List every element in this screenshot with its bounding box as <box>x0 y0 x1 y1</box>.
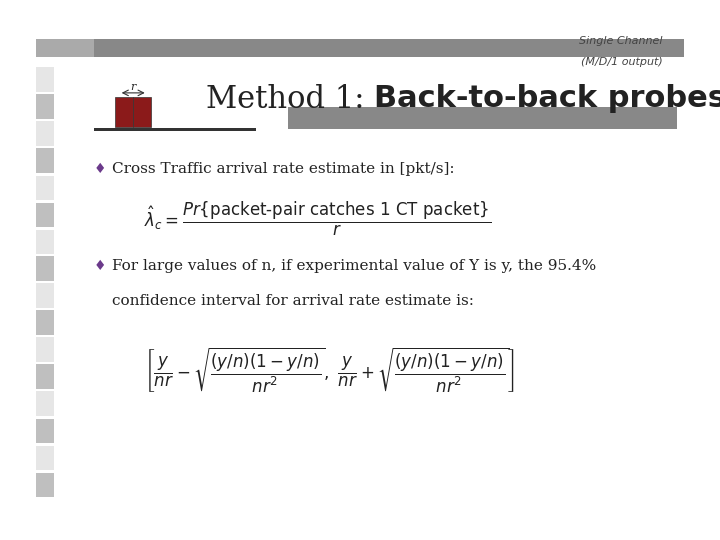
Text: $\left[\dfrac{y}{nr} - \sqrt{\dfrac{(y/n)(1-y/n)}{nr^2}},\ \dfrac{y}{nr} + \sqrt: $\left[\dfrac{y}{nr} - \sqrt{\dfrac{(y/n… <box>144 346 515 395</box>
Text: $\hat{\lambda}_c = \dfrac{Pr\{\mathrm{packet\text{-}pair\ catches\ 1\ CT\ packet: $\hat{\lambda}_c = \dfrac{Pr\{\mathrm{pa… <box>144 200 491 238</box>
Bar <box>36 148 54 173</box>
Bar <box>36 176 54 200</box>
Bar <box>133 97 151 127</box>
Text: ♦: ♦ <box>94 162 106 176</box>
Bar <box>36 256 54 281</box>
Bar <box>36 230 54 254</box>
Bar <box>36 122 54 146</box>
Bar <box>36 418 54 443</box>
Bar <box>36 446 54 470</box>
Bar <box>115 97 133 127</box>
Bar <box>94 39 684 57</box>
Bar <box>288 107 677 129</box>
Bar <box>36 392 54 416</box>
Text: Method 1:: Method 1: <box>206 84 374 114</box>
Text: For large values of n, if experimental value of Y is y, the 95.4%: For large values of n, if experimental v… <box>112 259 596 273</box>
Bar <box>36 338 54 362</box>
Text: ♦: ♦ <box>94 259 106 273</box>
Text: r: r <box>130 82 136 92</box>
Bar <box>36 310 54 335</box>
Bar <box>94 128 256 131</box>
Text: Back-to-back probes: Back-to-back probes <box>374 84 720 113</box>
Bar <box>36 94 54 119</box>
Bar <box>36 364 54 389</box>
Text: Single Channel: Single Channel <box>579 36 662 46</box>
Bar <box>36 39 94 57</box>
Bar <box>36 284 54 308</box>
Bar <box>36 472 54 497</box>
Text: Cross Traffic arrival rate estimate in [pkt/s]:: Cross Traffic arrival rate estimate in [… <box>112 162 454 176</box>
Bar <box>36 68 54 92</box>
Text: confidence interval for arrival rate estimate is:: confidence interval for arrival rate est… <box>112 294 474 308</box>
Text: (M/D/1 output): (M/D/1 output) <box>580 57 662 67</box>
Bar <box>36 202 54 227</box>
Bar <box>288 107 677 129</box>
